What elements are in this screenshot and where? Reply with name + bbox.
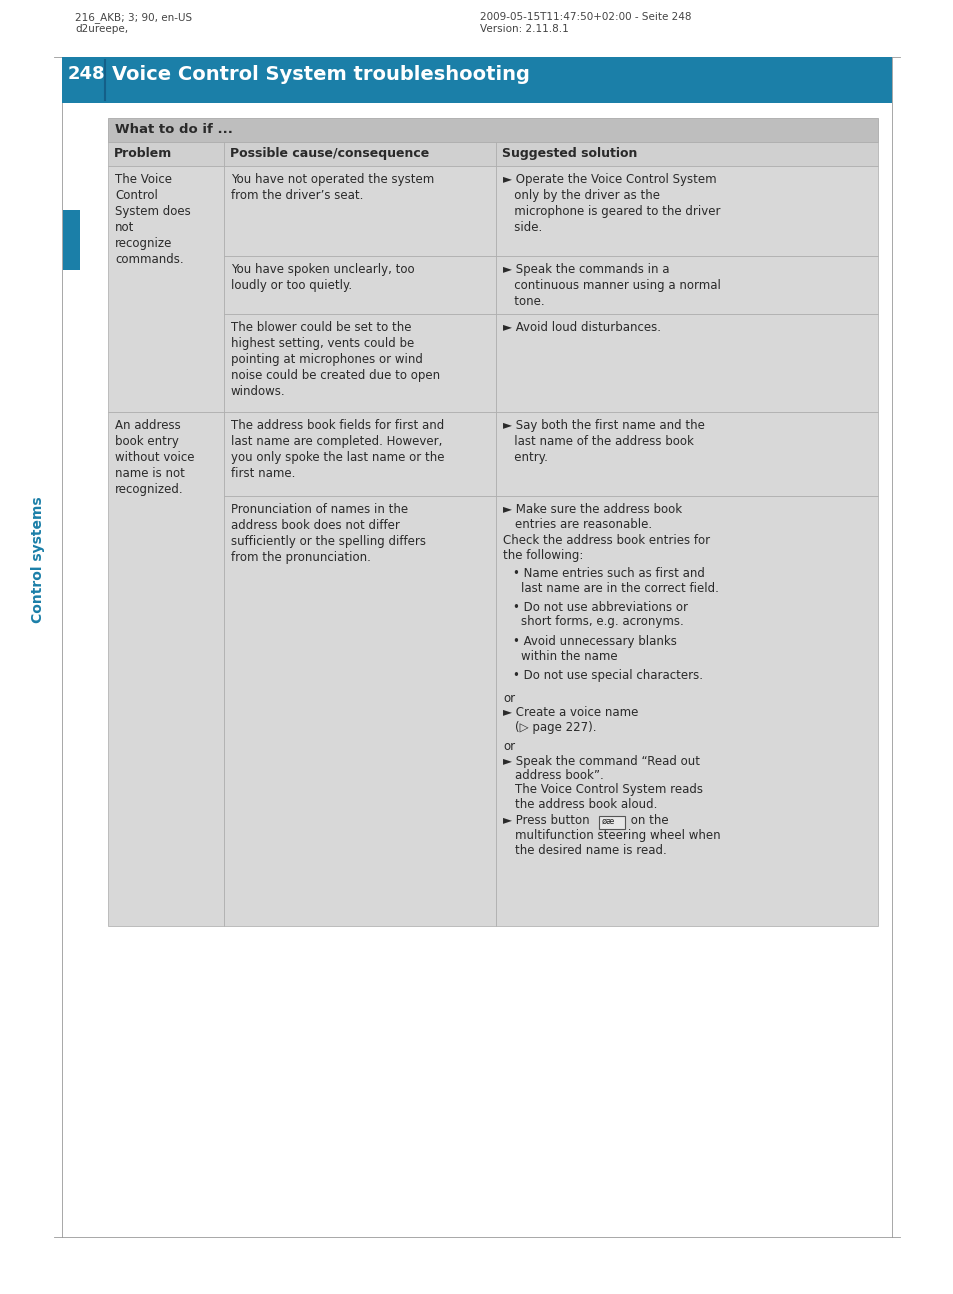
Text: or: or xyxy=(502,740,515,753)
Text: the following:: the following: xyxy=(502,549,583,562)
Text: 2009-05-15T11:47:50+02:00 - Seite 248: 2009-05-15T11:47:50+02:00 - Seite 248 xyxy=(479,12,691,22)
Text: ► Create a voice name: ► Create a voice name xyxy=(502,707,638,719)
Text: ► Speak the commands in a
   continuous manner using a normal
   tone.: ► Speak the commands in a continuous man… xyxy=(502,263,720,308)
Bar xyxy=(63,210,80,270)
Text: last name are in the correct field.: last name are in the correct field. xyxy=(520,581,719,594)
Text: ► Operate the Voice Control System
   only by the driver as the
   microphone is: ► Operate the Voice Control System only … xyxy=(502,173,720,234)
Text: The Voice Control System reads: The Voice Control System reads xyxy=(515,783,702,797)
Text: address book”.: address book”. xyxy=(515,769,603,782)
Bar xyxy=(62,57,891,104)
Text: Suggested solution: Suggested solution xyxy=(501,148,637,160)
Text: Control systems: Control systems xyxy=(30,497,45,624)
Bar xyxy=(496,314,877,411)
Bar xyxy=(598,815,624,828)
Bar xyxy=(108,166,224,411)
Text: • Do not use abbreviations or: • Do not use abbreviations or xyxy=(513,600,687,613)
Text: ► Speak the command “Read out: ► Speak the command “Read out xyxy=(502,754,700,767)
Text: multifunction steering wheel when: multifunction steering wheel when xyxy=(515,829,720,842)
Text: The blower could be set to the
highest setting, vents could be
pointing at micro: The blower could be set to the highest s… xyxy=(231,321,439,399)
Text: What to do if ...: What to do if ... xyxy=(115,123,233,136)
Bar xyxy=(224,496,496,927)
Text: the desired name is read.: the desired name is read. xyxy=(515,844,666,857)
Bar xyxy=(108,142,224,166)
Bar xyxy=(496,166,877,256)
Text: Possible cause/consequence: Possible cause/consequence xyxy=(230,148,429,160)
Text: The address book fields for first and
last name are completed. However,
you only: The address book fields for first and la… xyxy=(231,419,444,480)
Bar xyxy=(224,256,496,314)
Text: øæ: øæ xyxy=(601,817,615,826)
Text: d2ureepe,: d2ureepe, xyxy=(75,25,128,34)
Text: You have not operated the system
from the driver’s seat.: You have not operated the system from th… xyxy=(231,173,434,202)
Text: short forms, e.g. acronyms.: short forms, e.g. acronyms. xyxy=(520,616,683,629)
Text: • Name entries such as first and: • Name entries such as first and xyxy=(513,567,704,580)
Text: ► Press button: ► Press button xyxy=(502,814,589,827)
Bar xyxy=(224,411,496,496)
Text: the address book aloud.: the address book aloud. xyxy=(515,798,657,811)
Text: Check the address book entries for: Check the address book entries for xyxy=(502,534,709,547)
Bar xyxy=(496,142,877,166)
Bar xyxy=(496,411,877,496)
Text: Problem: Problem xyxy=(113,148,172,160)
Text: within the name: within the name xyxy=(520,650,617,663)
Text: ► Avoid loud disturbances.: ► Avoid loud disturbances. xyxy=(502,321,660,334)
Bar xyxy=(496,256,877,314)
Text: Pronunciation of names in the
address book does not differ
sufficiently or the s: Pronunciation of names in the address bo… xyxy=(231,503,426,564)
Bar xyxy=(108,411,224,927)
Text: 248: 248 xyxy=(68,65,106,83)
Text: (▷ page 227).: (▷ page 227). xyxy=(515,721,596,734)
Bar xyxy=(224,166,496,256)
Bar xyxy=(496,496,877,927)
Text: ► Say both the first name and the
   last name of the address book
   entry.: ► Say both the first name and the last n… xyxy=(502,419,704,465)
Text: • Do not use special characters.: • Do not use special characters. xyxy=(513,669,702,682)
Bar xyxy=(108,118,877,142)
Text: You have spoken unclearly, too
loudly or too quietly.: You have spoken unclearly, too loudly or… xyxy=(231,263,415,292)
Text: on the: on the xyxy=(626,814,668,827)
Bar xyxy=(224,314,496,411)
Text: or: or xyxy=(502,691,515,704)
Text: ► Make sure the address book: ► Make sure the address book xyxy=(502,503,681,516)
Text: • Avoid unnecessary blanks: • Avoid unnecessary blanks xyxy=(513,635,677,648)
Bar xyxy=(224,142,496,166)
Text: An address
book entry
without voice
name is not
recognized.: An address book entry without voice name… xyxy=(115,419,194,496)
Text: entries are reasonable.: entries are reasonable. xyxy=(515,518,652,531)
Text: Voice Control System troubleshooting: Voice Control System troubleshooting xyxy=(112,65,529,84)
Text: Version: 2.11.8.1: Version: 2.11.8.1 xyxy=(479,25,568,34)
Text: The Voice
Control
System does
not
recognize
commands.: The Voice Control System does not recogn… xyxy=(115,173,191,267)
Text: 216_AKB; 3; 90, en-US: 216_AKB; 3; 90, en-US xyxy=(75,12,192,23)
